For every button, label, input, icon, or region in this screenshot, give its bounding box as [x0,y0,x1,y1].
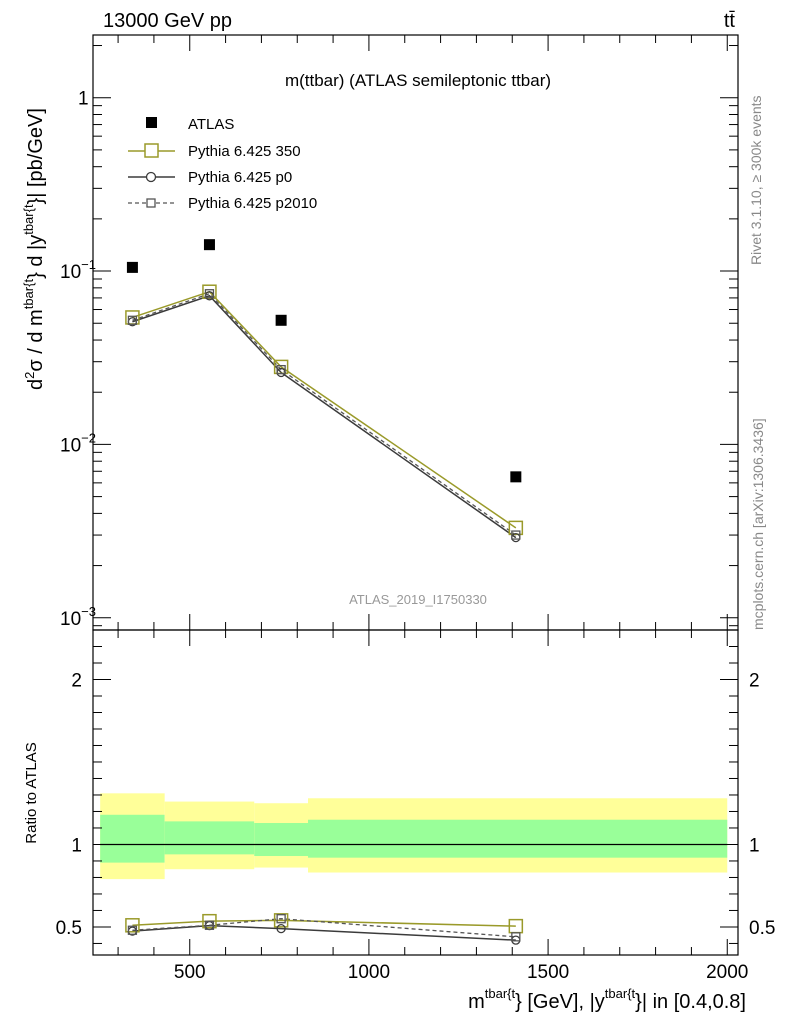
data-point [276,364,286,375]
ratio-y-tick-label-right: 2 [749,670,760,691]
legend-label-atlas: ATLAS [188,116,234,133]
atlas-data-point [203,239,215,251]
process-label: tt̄ [724,10,736,32]
data-point [127,315,138,325]
data-point [511,530,521,540]
legend-item-pythia-p0: Pythia 6.425 p0 [128,169,292,186]
data-point [511,932,521,942]
legend-item-atlas: ATLAS [146,116,234,133]
stat-uncertainty-band [100,814,165,863]
y-tick-label: 10−3 [60,604,96,630]
ratio-y-tick-label-right: 1 [749,835,760,856]
atlas-data-point [275,314,287,326]
legend-label-pythia-p0: Pythia 6.425 p0 [188,169,292,186]
stat-uncertainty-band [164,821,255,855]
series-line [132,292,517,536]
x-tick-labels: 500 1000 1500 2000 [174,962,748,983]
legend-marker-pythia-p2010 [146,198,156,208]
legend: ATLAS Pythia 6.425 350 Pythia 6.425 p0 P… [128,116,317,212]
legend-item-pythia-p2010: Pythia 6.425 p2010 [128,195,317,212]
ratio-y-tick-label-right: 0.5 [749,918,775,939]
main-frame [92,34,739,631]
main-panel: 1 10−1 10−2 10−3 m(ttbar) (ATLAS semilepton… [21,34,739,631]
ratio-data-marks [125,913,524,945]
legend-marker-pythia-p0 [145,171,157,183]
data-point [276,914,286,924]
x-tick-label: 1000 [348,962,390,983]
main-y-axis-label: d2σ / d mtbar{t} d |ytbar{t}| [pb/GeV] [21,108,47,390]
series-line [132,294,517,539]
y-tick-label: 10−2 [60,430,96,456]
ratio-y-tick-label-left: 0.5 [56,918,82,939]
ratio-frame [92,629,739,956]
legend-label-pythia-350: Pythia 6.425 350 [188,143,301,160]
legend-marker-pythia-350 [144,143,159,158]
y-tick-label: 10−1 [60,257,96,283]
collision-label: 13000 GeV pp [103,10,232,32]
series-line [132,924,516,941]
ratio-y-axis-label: Ratio to ATLAS [23,742,40,843]
series-line [132,919,516,927]
x-axis-label: mtbar{t} [GeV], |ytbar{t}| in [0.4,0.8] [468,986,746,1013]
stat-uncertainty-band [308,819,728,858]
ratio-y-tick-labels: 2 2 1 1 0.5 0.5 [56,670,776,938]
data-point [508,520,524,536]
rivet-version-label: Rivet 3.1.10, ≥ 300k events [748,95,764,265]
legend-label-pythia-p2010: Pythia 6.425 p2010 [188,195,317,212]
data-point [202,913,217,929]
data-point [125,918,140,933]
y-tick-label: 1 [78,89,89,110]
x-tick-label: 1500 [527,962,569,983]
x-tick-label: 500 [174,962,206,983]
main-data-marks [125,239,524,543]
atlas-data-point [126,261,138,273]
stat-uncertainty-band [254,823,308,857]
ratio-y-tick-label-left: 2 [71,670,82,691]
x-tick-label: 2000 [706,962,748,983]
ratio-uncertainty-bands [100,793,728,880]
legend-item-pythia-350: Pythia 6.425 350 [128,143,301,160]
mcplots-citation-label: mcplots.cern.ch [arXiv:1306.3436] [750,418,766,630]
ratio-tick-marks [93,630,738,955]
main-tick-marks [93,35,738,630]
ratio-panel: 2 2 1 1 0.5 0.5 500 1000 1500 2000 Ratio to ATLA… [23,629,776,1013]
data-point [273,913,289,928]
data-point [276,923,286,934]
atlas-data-point [510,471,522,483]
analysis-watermark: ATLAS_2019_I1750330 [349,592,487,607]
ratio-y-tick-label-left: 1 [71,835,82,856]
data-point [204,920,215,930]
series-line [132,918,516,938]
legend-marker-atlas [146,117,157,128]
data-point [204,289,215,299]
series-line [132,290,517,529]
plot-title: m(ttbar) (ATLAS semileptonic ttbar) [285,71,551,90]
data-point [127,925,138,935]
main-y-tick-labels: 1 10−1 10−2 10−3 [60,89,96,630]
